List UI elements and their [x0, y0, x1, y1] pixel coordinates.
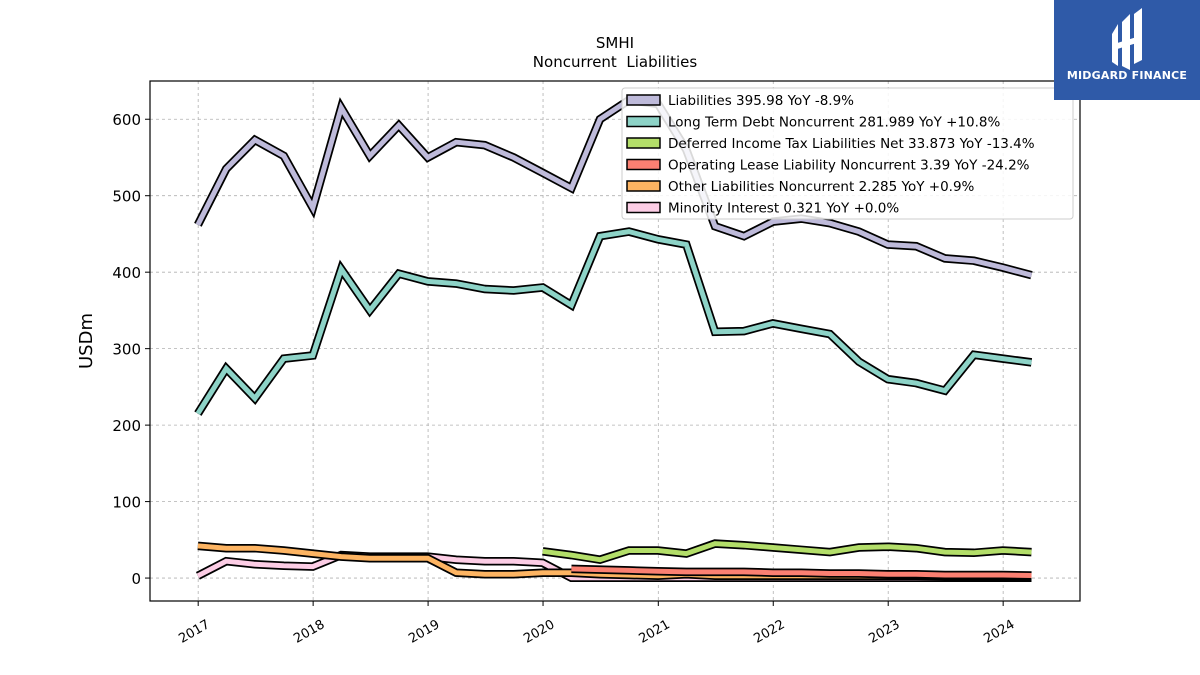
chart-subtitle: Noncurrent Liabilities: [533, 53, 698, 71]
series-line-liabilities: [195, 97, 1033, 278]
y-tick-label: 500: [112, 188, 141, 206]
chart-title: SMHI: [596, 34, 634, 52]
y-tick-label: 400: [112, 264, 141, 282]
legend-swatch-operating-lease-liability-noncurrent: [626, 158, 661, 171]
series-lines: [194, 95, 1033, 583]
legend-swatch-deferred-income-tax-liabilities-net: [626, 137, 661, 149]
legend: Liabilities 395.98 YoY -8.9% Long Term De…: [621, 87, 1074, 220]
y-tick-label: 0: [131, 570, 141, 588]
brand-name: MIDGARD FINANCE: [1066, 69, 1188, 82]
y-tick-label: 600: [112, 111, 141, 129]
legend-label-other-liabilities-noncurrent: Other Liabilities Noncurrent 2.285 YoY +…: [668, 179, 975, 195]
series-line-long-term-debt-noncurrent: [195, 229, 1032, 415]
legend-label-long-term-debt-noncurrent: Long Term Debt Noncurrent 281.989 YoY +1…: [668, 115, 1000, 131]
x-tick-label: 2017: [176, 617, 212, 647]
y-tick-label: 100: [112, 494, 141, 512]
legend-swatch-long-term-debt-noncurrent: [626, 115, 661, 128]
legend-label-deferred-income-tax-liabilities-net: Deferred Income Tax Liabilities Net 33.8…: [668, 136, 1035, 152]
x-tick-label: 2022: [751, 617, 787, 647]
legend-label-liabilities: Liabilities 395.98 YoY -8.9%: [668, 93, 854, 109]
legend-label-operating-lease-liability-noncurrent: Operating Lease Liability Noncurrent 3.3…: [668, 158, 1030, 174]
x-tick-label: 2018: [291, 617, 327, 647]
legend-label-minority-interest: Minority Interest 0.321 YoY +0.0%: [668, 201, 899, 217]
y-tick-label: 200: [112, 417, 141, 435]
brand-logo: MIDGARD FINANCE: [1054, 0, 1200, 100]
series-line-operating-lease-liability-noncurrent: [571, 566, 1032, 578]
x-tick-label: 2021: [636, 617, 672, 647]
legend-swatch-minority-interest: [626, 201, 661, 214]
brand-mark-icon: [1112, 8, 1142, 70]
x-tick-label: 2019: [406, 617, 442, 647]
x-tick-label: 2020: [521, 617, 557, 647]
plot-frame: [149, 80, 1081, 602]
legend-box: [621, 87, 1074, 220]
y-tick-label: 300: [112, 341, 141, 359]
x-tick-label: 2024: [981, 617, 1017, 647]
series-line-deferred-income-tax-liabilities-net: [542, 541, 1032, 563]
legend-swatch-liabilities: [626, 94, 661, 106]
y-axis-label: USDm: [76, 313, 97, 369]
legend-swatch-other-liabilities-noncurrent: [626, 180, 661, 192]
x-tick-label: 2023: [866, 617, 902, 647]
